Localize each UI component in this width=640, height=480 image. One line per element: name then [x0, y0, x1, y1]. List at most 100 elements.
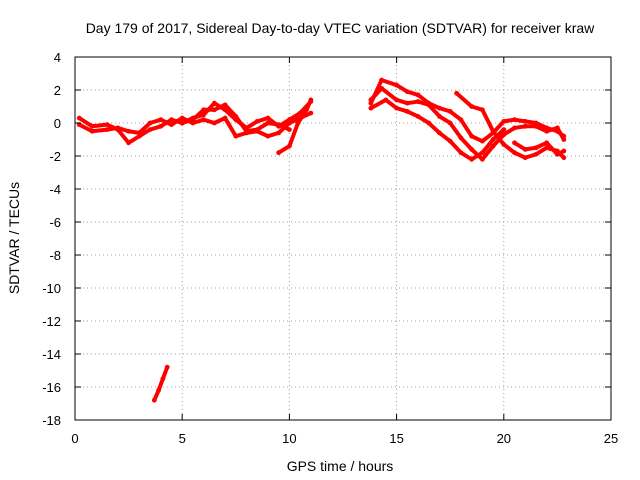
data-series: [76, 77, 567, 403]
data-point: [156, 387, 162, 393]
data-point: [126, 128, 131, 134]
y-tick-label: -4: [49, 182, 61, 197]
y-tick-label: -6: [49, 215, 61, 230]
data-point: [426, 102, 432, 108]
y-tick-label: -10: [42, 281, 61, 296]
data-point: [490, 128, 496, 134]
data-point: [179, 115, 185, 121]
data-point: [89, 123, 95, 129]
data-point: [479, 138, 485, 144]
data-point: [233, 114, 239, 119]
series-trace: [152, 365, 170, 403]
data-point: [544, 128, 550, 134]
data-point: [368, 105, 374, 111]
data-point: [295, 120, 301, 126]
y-axis-label: SDTVAR / TECUs: [6, 182, 22, 294]
data-point: [265, 115, 271, 121]
data-point: [501, 118, 507, 124]
data-point: [368, 97, 374, 103]
data-point: [415, 99, 421, 104]
data-point: [512, 140, 517, 146]
data-point: [458, 117, 464, 123]
data-point: [437, 130, 442, 136]
x-tick-label: 20: [497, 431, 511, 446]
data-point: [469, 104, 475, 109]
data-point: [136, 130, 142, 136]
data-point: [164, 364, 170, 370]
data-point: [89, 128, 95, 134]
data-point: [368, 100, 374, 106]
data-point: [287, 143, 292, 149]
data-point: [561, 137, 567, 142]
data-point: [136, 133, 142, 139]
data-point: [501, 142, 507, 147]
grid: [75, 57, 611, 420]
data-point: [151, 397, 157, 403]
data-point: [404, 109, 410, 114]
data-point: [254, 127, 260, 132]
data-point: [533, 120, 539, 126]
data-point: [308, 110, 314, 116]
y-tick-label: -16: [42, 380, 61, 395]
data-point: [469, 133, 475, 139]
series-track-d: [276, 97, 314, 156]
data-point: [158, 123, 164, 129]
data-point: [169, 122, 174, 128]
data-point: [190, 117, 196, 123]
data-point: [458, 135, 464, 141]
data-point: [76, 115, 82, 121]
y-tick-label: -14: [42, 347, 61, 362]
data-point: [522, 147, 528, 152]
data-point: [104, 127, 110, 132]
data-point: [561, 155, 567, 161]
x-tick-label: 25: [604, 431, 618, 446]
y-tick-label: 4: [54, 50, 61, 65]
y-tick-label: -8: [49, 248, 61, 263]
data-point: [404, 89, 410, 95]
data-point: [276, 122, 282, 128]
series-track-j: [151, 364, 170, 403]
data-point: [447, 138, 453, 144]
data-point: [555, 151, 560, 157]
data-point: [233, 133, 239, 139]
data-point: [160, 376, 166, 382]
data-point: [479, 156, 485, 162]
chart-title: Day 179 of 2017, Sidereal Day-to-day VTE…: [86, 20, 595, 36]
data-point: [147, 120, 153, 126]
data-point: [308, 97, 314, 103]
data-point: [555, 125, 560, 131]
data-point: [169, 117, 174, 123]
data-point: [287, 127, 292, 132]
data-point: [561, 148, 567, 154]
data-point: [394, 105, 399, 111]
x-axis-label: GPS time / hours: [287, 458, 394, 474]
data-point: [469, 156, 475, 162]
data-point: [437, 114, 442, 119]
data-point: [379, 85, 384, 91]
series-track-c: [179, 102, 292, 134]
data-point: [426, 120, 432, 126]
series-track-i: [512, 140, 567, 157]
data-point: [394, 82, 399, 88]
data-point: [211, 120, 217, 126]
data-point: [415, 92, 421, 98]
data-point: [437, 105, 442, 111]
data-point: [512, 125, 517, 131]
data-point: [447, 120, 453, 126]
data-point: [254, 118, 260, 124]
data-point: [379, 77, 384, 83]
data-point: [454, 90, 460, 96]
data-point: [394, 97, 399, 103]
y-tick-label: -18: [42, 413, 61, 428]
data-point: [479, 107, 485, 113]
data-point: [479, 150, 485, 156]
data-point: [447, 109, 453, 114]
data-point: [469, 147, 475, 152]
data-point: [544, 140, 550, 146]
data-point: [265, 133, 271, 139]
x-tick-label: 0: [71, 431, 78, 446]
data-point: [304, 107, 309, 113]
series-track-g: [368, 97, 507, 162]
data-point: [490, 137, 496, 142]
